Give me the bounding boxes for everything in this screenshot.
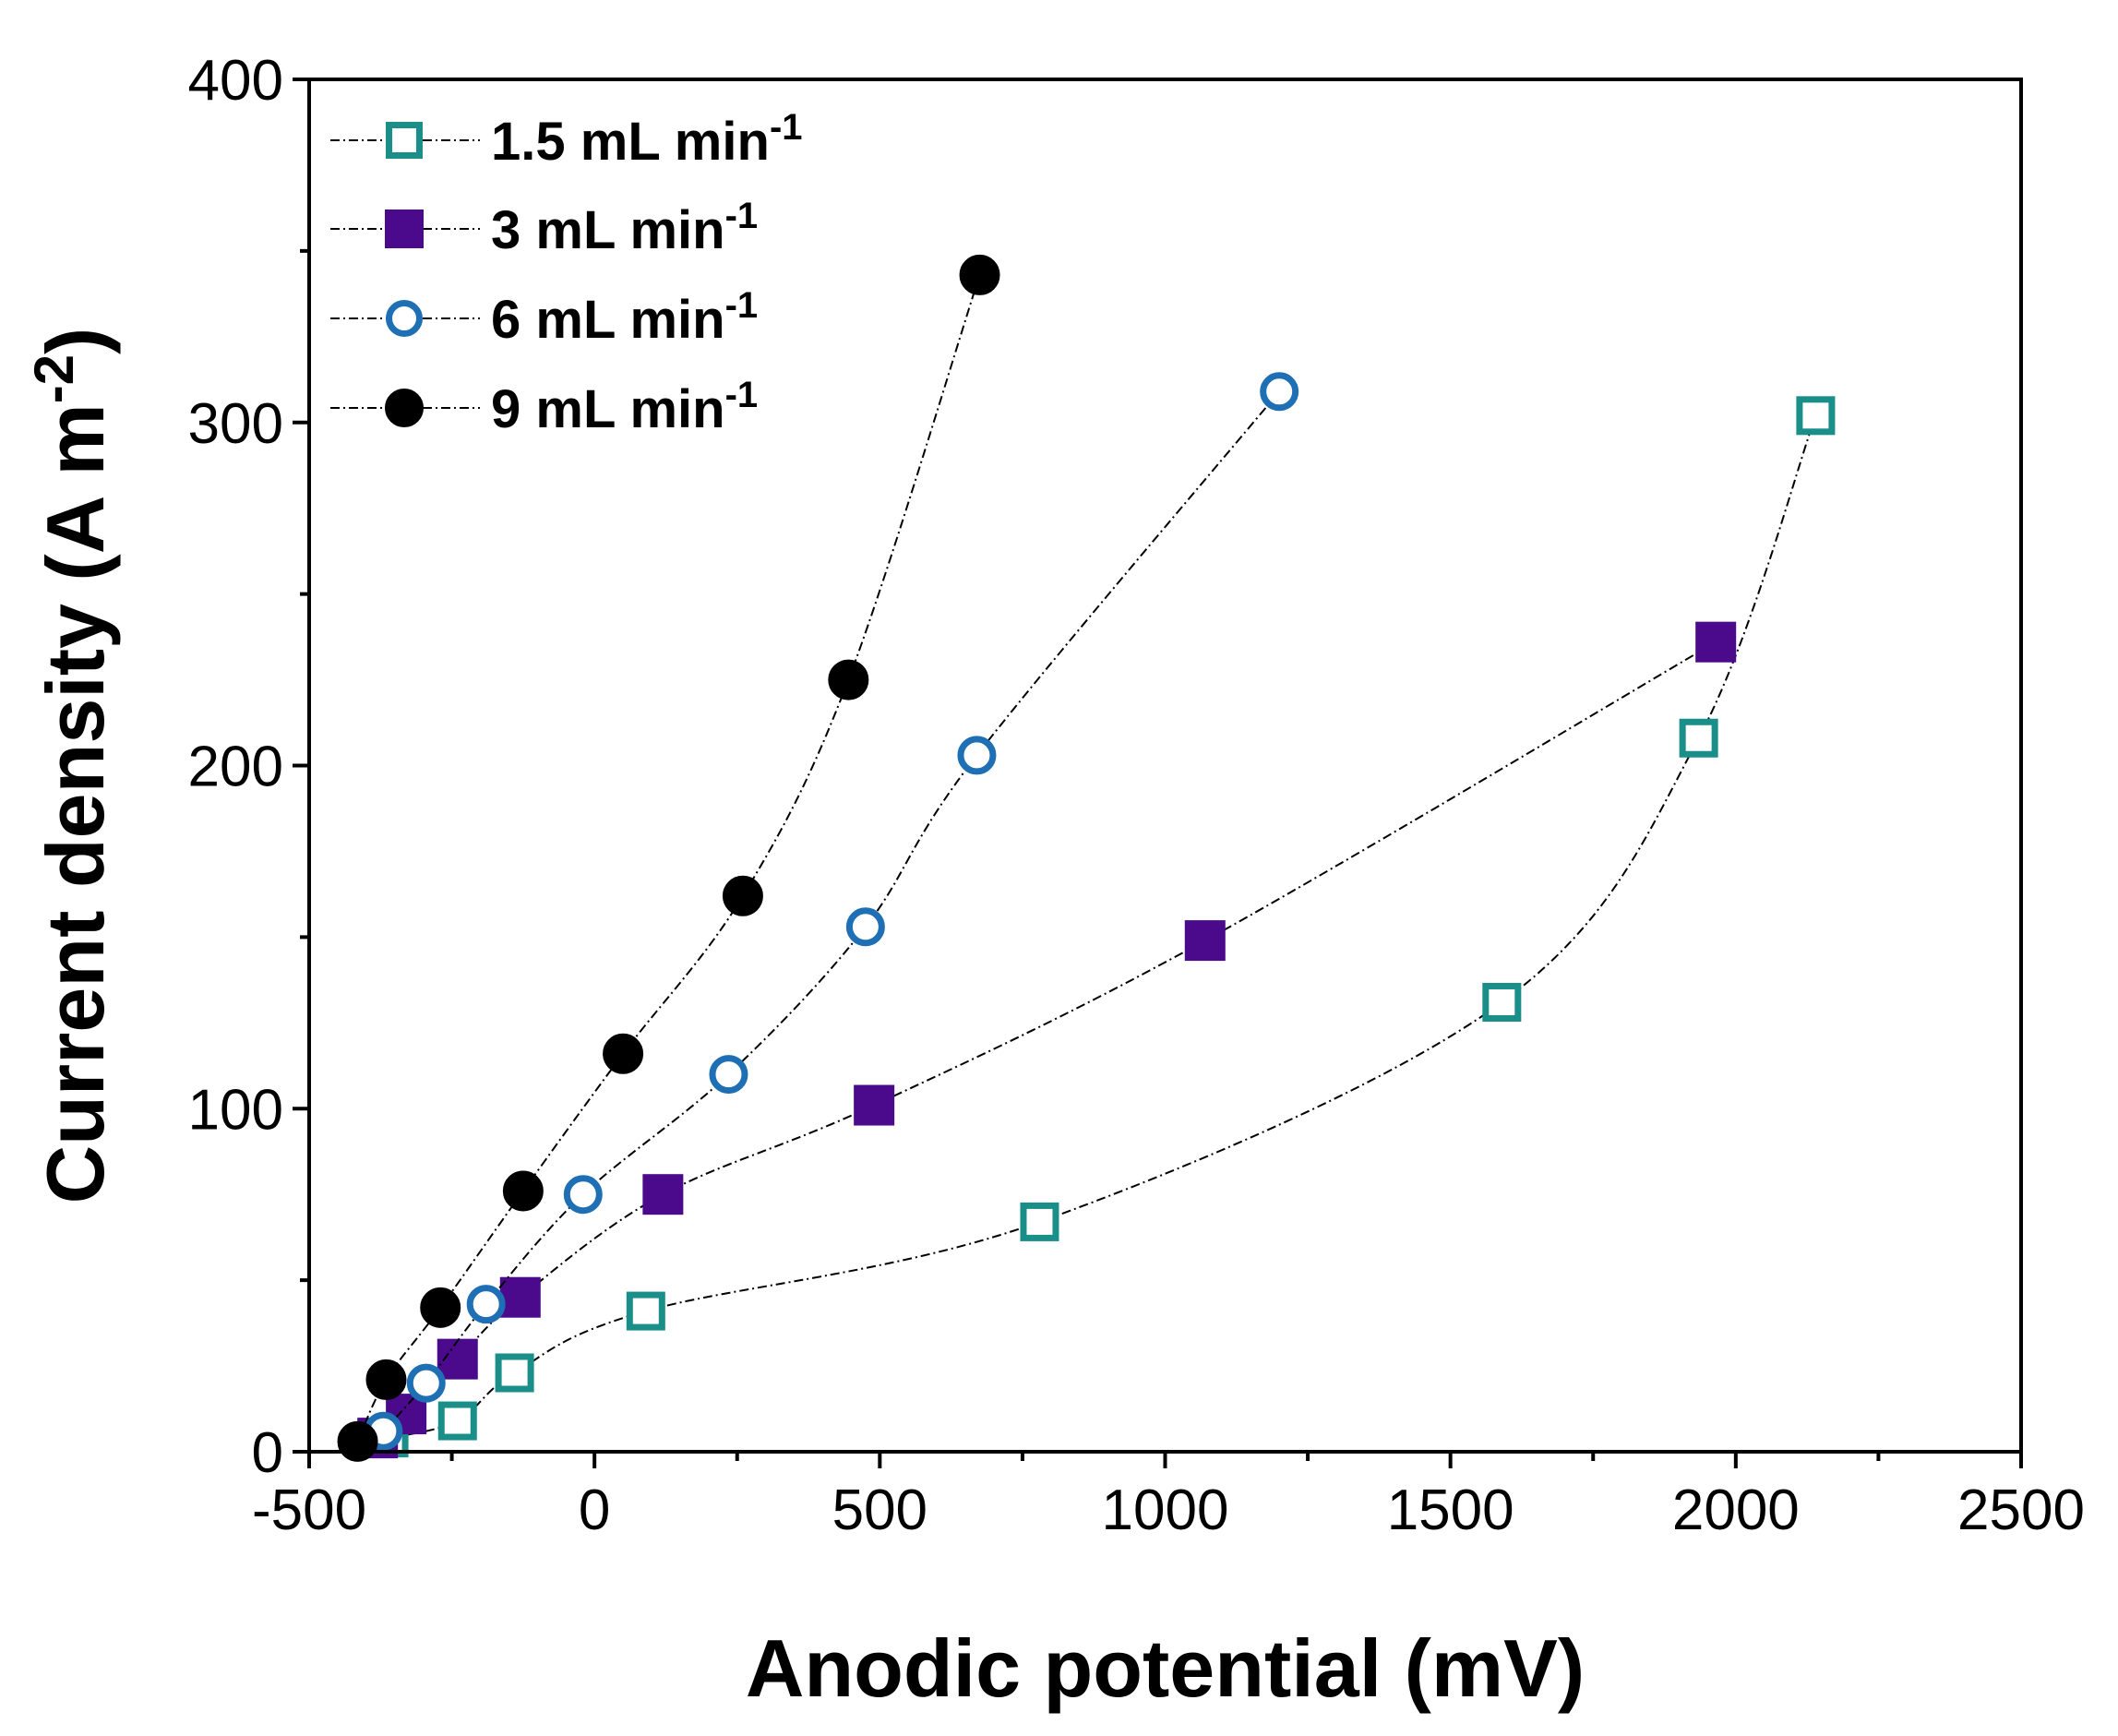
- data-point: [1482, 983, 1522, 1023]
- data-point: [642, 1174, 684, 1215]
- series-line: [389, 414, 1817, 1440]
- data-point: [722, 875, 763, 916]
- legend-label-sup: -1: [725, 375, 759, 415]
- legend-label-sup: -1: [725, 285, 759, 326]
- series-layer: [337, 254, 1836, 1462]
- series-1: [369, 396, 1836, 1458]
- y-tick-label: 200: [188, 736, 283, 799]
- legend-label: 9 mL min-1: [491, 375, 758, 439]
- x-tick-label: 1500: [1387, 1479, 1514, 1542]
- legend-label-sup: -1: [725, 196, 759, 236]
- y-axis-title-sup: -2: [23, 354, 85, 403]
- data-point: [502, 1170, 544, 1212]
- legend-label-base: 6 mL min: [491, 290, 725, 350]
- legend-item: 3 mL min-1: [330, 196, 758, 260]
- data-point: [1184, 920, 1226, 962]
- y-tick-label: 100: [188, 1078, 283, 1142]
- data-point: [828, 659, 869, 700]
- x-tick-label: 1000: [1102, 1479, 1229, 1542]
- data-point: [495, 1353, 534, 1393]
- legend: 1.5 mL min-13 mL min-16 mL min-19 mL min…: [330, 107, 803, 439]
- data-point: [1020, 1202, 1059, 1241]
- series-line: [356, 274, 981, 1443]
- legend-item: 1.5 mL min-1: [330, 107, 803, 172]
- series-line: [377, 641, 1717, 1439]
- y-tick-label: 300: [188, 392, 283, 456]
- legend-label: 1.5 mL min-1: [491, 107, 803, 172]
- plot-frame: [307, 78, 2023, 1454]
- data-point: [1695, 621, 1737, 663]
- x-tick-label: 2000: [1672, 1479, 1800, 1542]
- data-point: [1796, 396, 1836, 436]
- data-point: [709, 1055, 748, 1095]
- data-point: [1260, 372, 1299, 412]
- legend-item: 9 mL min-1: [330, 375, 758, 439]
- legend-item: 6 mL min-1: [330, 285, 758, 350]
- legend-label-sup: -1: [770, 107, 803, 148]
- legend-label: 3 mL min-1: [491, 196, 758, 260]
- y-axis-title-end: ): [30, 328, 121, 354]
- x-tick-label: -500: [252, 1479, 366, 1542]
- data-point: [563, 1175, 603, 1215]
- legend-label-base: 9 mL min: [491, 379, 725, 439]
- data-point: [603, 1033, 644, 1074]
- data-point: [337, 1420, 378, 1462]
- data-point: [854, 1084, 895, 1126]
- y-axis-title-base: Current density (A m: [30, 403, 121, 1203]
- data-point: [626, 1291, 665, 1331]
- x-axis-title: Anodic potential (mV): [746, 1622, 1585, 1714]
- data-point: [466, 1285, 506, 1324]
- data-point: [406, 1363, 446, 1403]
- y-tick-label: 400: [188, 49, 283, 113]
- data-point: [957, 736, 997, 775]
- data-point: [365, 1359, 407, 1400]
- x-tick-label: 0: [579, 1479, 610, 1542]
- data-point: [420, 1287, 461, 1328]
- legend-marker: [386, 300, 423, 337]
- data-point: [499, 1276, 541, 1318]
- data-point: [959, 254, 1000, 295]
- legend-label-base: 1.5 mL min: [491, 112, 770, 172]
- series-2: [357, 621, 1737, 1459]
- y-axis-title: Current density (A m-2): [23, 328, 122, 1204]
- data-point: [437, 1401, 477, 1441]
- series-3: [364, 372, 1299, 1451]
- x-tick-label: 500: [832, 1479, 927, 1542]
- legend-marker: [386, 122, 423, 159]
- legend-label: 6 mL min-1: [491, 285, 758, 350]
- x-tick-label: 2500: [1957, 1479, 2085, 1542]
- legend-label-base: 3 mL min: [491, 200, 725, 260]
- legend-marker: [385, 210, 424, 248]
- data-point: [845, 907, 885, 947]
- y-tick-label: 0: [252, 1421, 283, 1485]
- legend-marker: [385, 389, 424, 427]
- data-point: [1679, 718, 1718, 758]
